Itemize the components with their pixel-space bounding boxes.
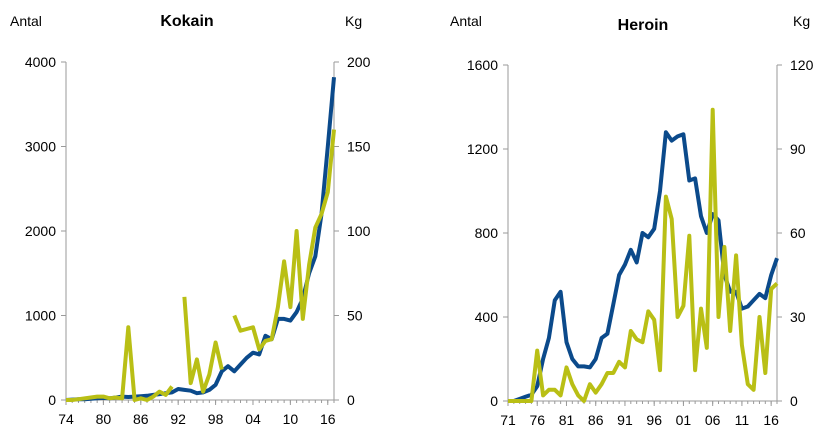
kokain-x-tick-label: 98 [208, 411, 224, 427]
heroin-x-tick-label: 91 [617, 412, 633, 428]
heroin-right-tick-label: 0 [790, 393, 798, 409]
heroin-left-unit: Antal [450, 13, 482, 29]
kokain-left-tick-label: 4000 [25, 54, 56, 70]
kokain-x-tick-label: 10 [283, 411, 299, 427]
heroin-x-tick-label: 11 [735, 412, 750, 428]
kokain-right-tick-label: 100 [347, 223, 371, 239]
heroin-x-tick-label: 06 [705, 412, 721, 428]
kokain-series [65, 77, 336, 402]
heroin-left-tick-label: 0 [490, 393, 498, 409]
heroin-axes: 0 400 800 1200 1600 0 30 60 90 120 71 76 81 86 91 96 01 0… [467, 57, 814, 428]
heroin-x-tick-label: 81 [559, 412, 575, 428]
kokain-weight-line [66, 129, 336, 402]
kokain-count-line [65, 77, 336, 402]
kokain-axes: 0 1000 2000 3000 4000 0 50 100 150 200 74 80 86 92 98 0… [25, 54, 371, 427]
heroin-weight-line [508, 107, 779, 403]
kokain-chart-title: Kokain [160, 13, 213, 30]
kokain-right-tick-label: 200 [347, 54, 371, 70]
kokain-chart: Kokain Antal Kg 0 1000 2000 3000 4000 0 50 100 1… [10, 13, 371, 427]
kokain-right-tick-label: 150 [347, 139, 371, 155]
kokain-left-tick-label: 1000 [25, 308, 56, 324]
kokain-x-tick-label: 74 [58, 411, 74, 427]
heroin-left-tick-label: 1200 [467, 141, 498, 157]
heroin-x-tick-label: 71 [500, 412, 516, 428]
heroin-series [508, 107, 779, 403]
kokain-right-tick-label: 50 [347, 308, 363, 324]
heroin-right-tick-label: 60 [790, 225, 806, 241]
kokain-left-unit: Antal [10, 13, 42, 29]
kokain-x-tick-label: 92 [170, 411, 186, 427]
heroin-right-tick-label: 90 [790, 141, 806, 157]
heroin-x-tick-label: 76 [529, 412, 545, 428]
heroin-right-unit: Kg [793, 13, 810, 29]
kokain-x-tick-label: 86 [133, 411, 149, 427]
kokain-left-tick-label: 0 [48, 392, 56, 408]
kokain-x-tick-label: 16 [320, 411, 336, 427]
kokain-left-tick-label: 3000 [25, 139, 56, 155]
kokain-right-unit: Kg [345, 13, 362, 29]
kokain-x-tick-label: 80 [96, 411, 112, 427]
heroin-chart-title: Heroin [618, 17, 669, 34]
heroin-chart: Heroin Antal Kg 0 400 800 1200 1600 0 30 60 90 12… [450, 13, 814, 428]
kokain-x-tick-label: 04 [245, 411, 261, 427]
heroin-left-tick-label: 400 [475, 309, 499, 325]
kokain-right-tick-label: 0 [347, 392, 355, 408]
heroin-x-tick-label: 86 [588, 412, 604, 428]
heroin-x-tick-label: 96 [646, 412, 662, 428]
heroin-x-tick-label: 16 [763, 412, 779, 428]
kokain-left-tick-label: 2000 [25, 223, 56, 239]
heroin-left-tick-label: 800 [475, 225, 499, 241]
heroin-right-tick-label: 120 [790, 57, 814, 73]
heroin-left-tick-label: 1600 [467, 57, 498, 73]
heroin-x-tick-label: 01 [676, 412, 692, 428]
heroin-right-tick-label: 30 [790, 309, 806, 325]
